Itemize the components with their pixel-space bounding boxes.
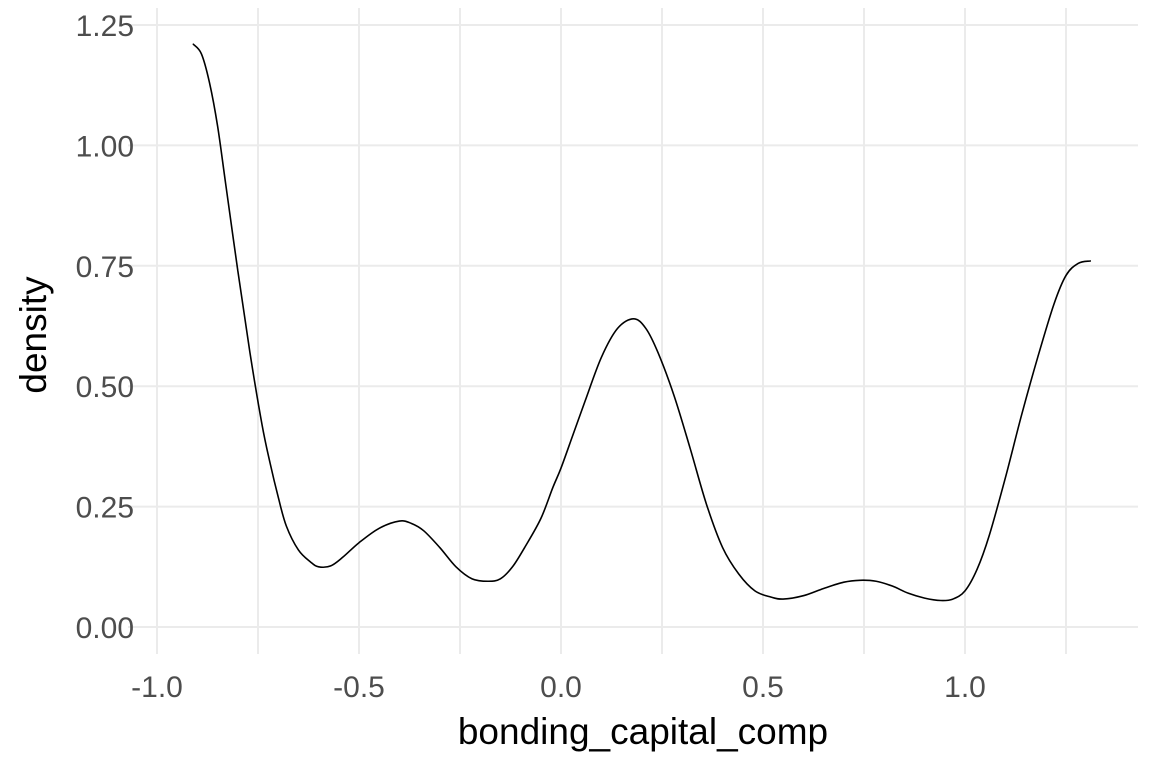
y-tick-label: 0.25 [76, 492, 134, 525]
y-tick-label: 1.25 [76, 10, 134, 43]
y-tick-label: 0.00 [76, 612, 134, 645]
x-tick-labels: -1.0 -0.5 0.0 0.5 1.0 [131, 671, 986, 704]
x-tick-label: 0.5 [742, 671, 784, 704]
x-tick-label: 0.0 [540, 671, 582, 704]
grid [128, 8, 1138, 654]
density-curve [192, 43, 1092, 602]
x-tick-label: -1.0 [131, 671, 183, 704]
y-axis-title: density [13, 276, 54, 394]
y-tick-labels: 0.00 0.25 0.50 0.75 1.00 1.25 [76, 10, 134, 645]
y-tick-label: 0.50 [76, 371, 134, 404]
y-tick-label: 0.75 [76, 251, 134, 284]
y-tick-label: 1.00 [76, 130, 134, 163]
x-axis-title: bonding_capital_comp [458, 711, 828, 752]
x-tick-label: -0.5 [333, 671, 385, 704]
x-tick-label: 1.0 [944, 671, 986, 704]
